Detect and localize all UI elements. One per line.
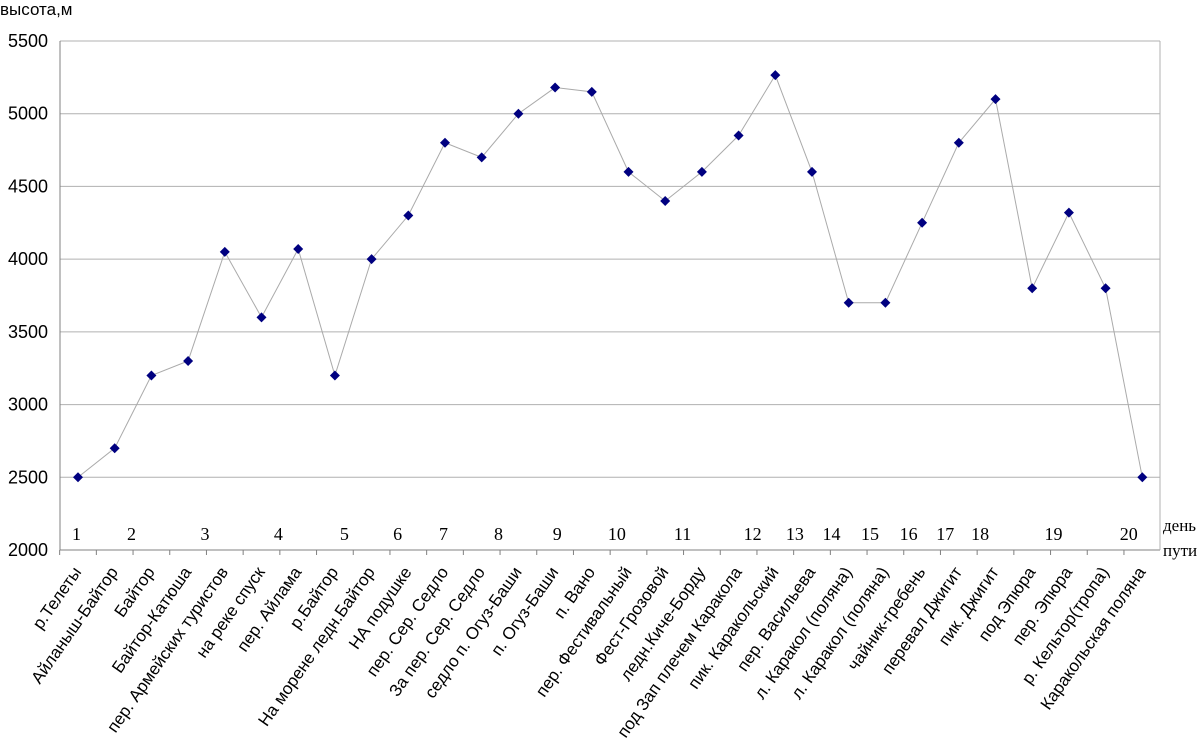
day-label: 8 <box>494 524 503 544</box>
data-point <box>623 166 634 177</box>
y-axis-label: высота,м <box>0 0 72 19</box>
y-tick-label: 4000 <box>8 249 48 269</box>
day-label: 2 <box>127 524 136 544</box>
y-tick-labels: 2000 2500 3000 3500 4000 4500 5000 5500 <box>8 31 48 560</box>
series-line-path <box>77 74 1143 478</box>
day-axis-label-line1: день <box>1163 516 1196 535</box>
data-point <box>440 137 450 148</box>
data-point <box>256 312 267 323</box>
day-label: 15 <box>861 524 879 544</box>
day-label: 9 <box>553 524 562 544</box>
y-tick-label: 2000 <box>8 540 48 560</box>
data-point <box>183 355 194 366</box>
data-point <box>476 152 487 163</box>
day-axis-label-line2: пути <box>1163 541 1197 560</box>
data-point <box>513 108 524 119</box>
data-point <box>146 370 157 381</box>
data-point <box>329 370 340 381</box>
data-point <box>109 443 120 454</box>
y-tick-label: 3000 <box>8 395 48 415</box>
data-point <box>73 472 83 483</box>
data-point <box>1027 283 1038 294</box>
day-label: 17 <box>936 524 954 544</box>
day-label: 14 <box>823 524 841 544</box>
data-point <box>660 195 671 206</box>
data-point <box>917 217 928 228</box>
day-label: 5 <box>340 524 349 544</box>
data-point <box>807 166 817 177</box>
data-point <box>733 130 744 141</box>
day-label: 3 <box>200 524 209 544</box>
data-point <box>843 297 854 308</box>
data-point <box>1100 283 1111 294</box>
day-label: 18 <box>971 524 989 544</box>
series-line <box>77 74 1143 478</box>
y-tick-label: 3500 <box>8 322 48 342</box>
day-label: 6 <box>393 524 402 544</box>
data-point <box>953 137 964 148</box>
data-point <box>880 297 891 308</box>
day-label: 10 <box>608 524 626 544</box>
day-labels: 1 2 3 4 5 6 7 8 9 10 11 12 13 14 15 16 17 18 19 20 <box>72 524 1138 544</box>
day-label: 12 <box>744 524 762 544</box>
gridlines <box>59 40 1161 555</box>
data-point <box>770 70 781 81</box>
day-label: 13 <box>786 524 804 544</box>
x-category-labels: р.ТелетыАйланыш-БайторБайторБайтор-Катюш… <box>27 563 1149 741</box>
y-tick-label: 2500 <box>8 467 48 487</box>
day-label: 1 <box>72 524 81 544</box>
data-point <box>366 254 377 265</box>
data-point <box>1137 472 1148 483</box>
y-tick-label: 4500 <box>8 176 48 196</box>
y-tick-label: 5000 <box>8 104 48 124</box>
day-label: 4 <box>274 524 283 544</box>
data-point <box>293 243 304 254</box>
y-tick-label: 5500 <box>8 31 48 51</box>
data-point <box>219 246 230 257</box>
day-label: 20 <box>1120 524 1138 544</box>
data-point <box>550 82 561 93</box>
day-label: 16 <box>900 524 918 544</box>
data-point <box>403 210 414 221</box>
data-point <box>1063 207 1074 218</box>
day-label: 19 <box>1045 524 1063 544</box>
data-point <box>990 94 1001 105</box>
data-point <box>696 166 707 177</box>
day-label: 11 <box>674 524 691 544</box>
data-points <box>73 70 1148 483</box>
data-point <box>586 86 597 97</box>
day-label: 7 <box>439 524 448 544</box>
